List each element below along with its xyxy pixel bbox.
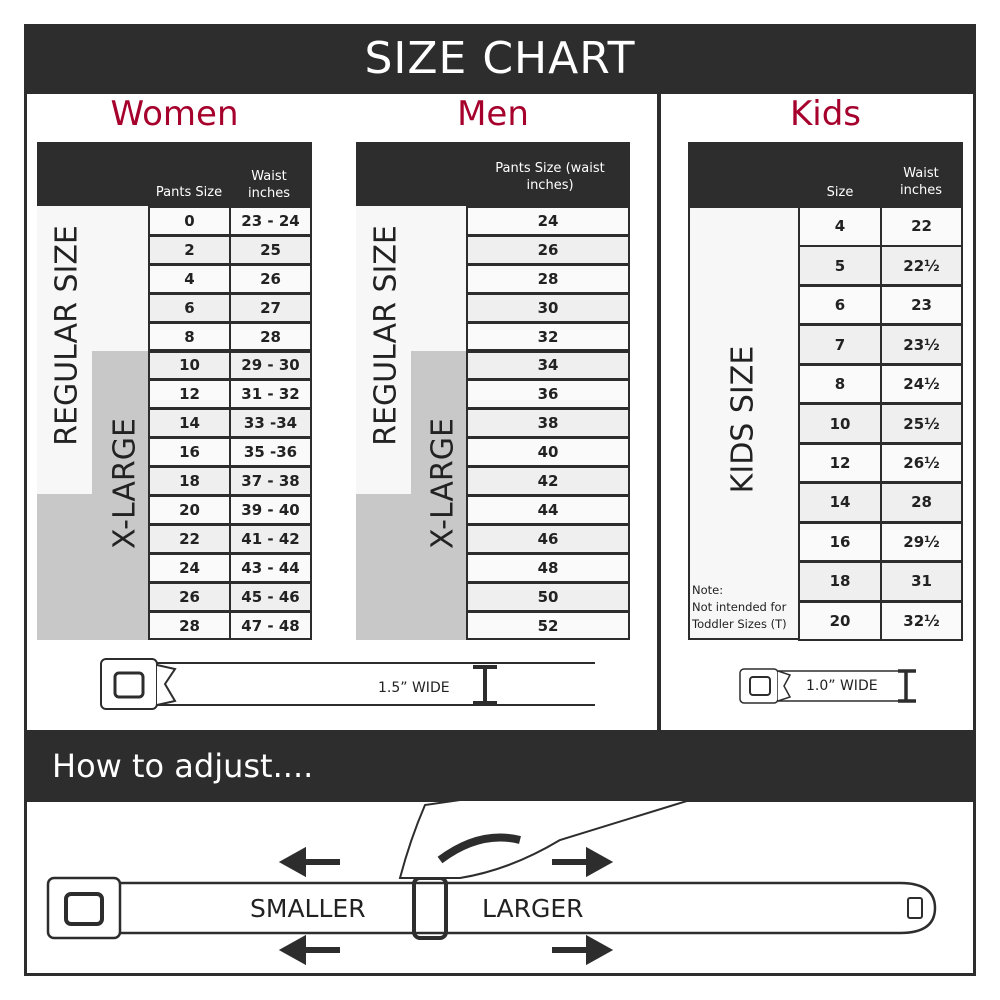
kids-size-cell: 6	[798, 284, 882, 326]
kids-size-cell: 18	[798, 561, 882, 602]
women-col-size: Pants Size	[155, 185, 223, 200]
kids-size-cell: 12	[798, 442, 882, 484]
kids-waist-cell: 22	[880, 206, 963, 247]
kids-size-cell: 8	[798, 363, 882, 405]
kids-size-cell: 7	[798, 324, 882, 365]
men-size-cell: 30	[466, 292, 630, 323]
women-waist-cell: 41 - 42	[229, 523, 312, 554]
women-size-cell: 14	[148, 408, 231, 439]
men-size-cell: 44	[466, 495, 630, 525]
kids-note: Note: Not intended for Toddler Sizes (T)	[692, 582, 787, 633]
divider	[657, 92, 661, 732]
women-regular-label: REGULAR SIZE	[49, 225, 85, 446]
men-title: Men	[457, 94, 529, 134]
kids-waist-cell: 23	[880, 284, 963, 326]
women-waist-cell: 26	[229, 263, 312, 294]
kids-waist-cell: 22½	[880, 245, 963, 286]
kids-belt-width: 1.0” WIDE	[806, 678, 878, 694]
men-size-cell: 28	[466, 263, 630, 294]
belt-illustration-wide	[100, 658, 595, 710]
men-size-cell: 38	[466, 408, 630, 439]
women-waist-cell: 27	[229, 292, 312, 323]
kids-waist-cell: 29½	[880, 521, 963, 563]
women-size-category-shape	[37, 206, 148, 640]
women-size-cell: 6	[148, 292, 231, 323]
smaller-label: SMALLER	[250, 894, 366, 923]
women-size-cell: 24	[148, 552, 231, 583]
women-waist-cell: 47 - 48	[229, 610, 312, 641]
kids-size-label: KIDS SIZE	[725, 345, 761, 494]
men-size-cell: 46	[466, 523, 630, 554]
kids-size-cell: 20	[798, 600, 882, 641]
kids-waist-cell: 31	[880, 561, 963, 602]
belt-illustration-narrow	[739, 668, 916, 704]
women-size-cell: 8	[148, 321, 231, 352]
men-size-cell: 48	[466, 552, 630, 583]
women-belt-width: 1.5” WIDE	[378, 680, 450, 696]
women-size-cell: 28	[148, 610, 231, 641]
women-waist-cell: 35 -36	[229, 437, 312, 468]
kids-title: Kids	[789, 94, 862, 134]
adjust-illustration	[46, 800, 937, 966]
women-size-cell: 22	[148, 523, 231, 554]
women-xlarge-label: X-LARGE	[107, 418, 143, 549]
women-size-cell: 26	[148, 581, 231, 612]
men-col-size: Pants Size (waist inches)	[495, 161, 605, 193]
kids-size-cell: 16	[798, 521, 882, 563]
men-size-cell: 32	[466, 321, 630, 352]
men-size-cell: 24	[466, 206, 630, 236]
women-waist-cell: 23 - 24	[229, 206, 312, 236]
women-waist-cell: 39 - 40	[229, 495, 312, 525]
kids-waist-cell: 28	[880, 482, 963, 523]
women-size-cell: 18	[148, 466, 231, 496]
women-size-cell: 10	[148, 350, 231, 381]
women-title: Women	[110, 94, 239, 134]
note-title: Note:	[692, 583, 724, 597]
kids-waist-cell: 26½	[880, 442, 963, 484]
women-size-cell: 16	[148, 437, 231, 468]
women-size-cell: 0	[148, 206, 231, 236]
men-size-cell: 52	[466, 610, 630, 641]
women-col-waist: Waist inches	[247, 169, 290, 201]
kids-label-cell	[690, 208, 798, 638]
women-waist-cell: 33 -34	[229, 408, 312, 439]
women-waist-cell: 31 - 32	[229, 379, 312, 410]
kids-waist-cell: 32½	[880, 600, 963, 641]
men-xlarge-label: X-LARGE	[425, 418, 461, 549]
men-regular-label: REGULAR SIZE	[368, 225, 404, 446]
men-size-cell: 36	[466, 379, 630, 410]
kids-size-cell: 5	[798, 245, 882, 286]
adjust-heading: How to adjust....	[24, 730, 976, 802]
men-size-cell: 26	[466, 234, 630, 265]
page-title: SIZE CHART	[24, 24, 976, 94]
kids-waist-cell: 24½	[880, 363, 963, 405]
note-line: Not intended for	[692, 600, 787, 614]
kids-col-waist: Waist inches	[899, 166, 942, 198]
women-waist-cell: 45 - 46	[229, 581, 312, 612]
women-size-cell: 4	[148, 263, 231, 294]
women-size-cell: 12	[148, 379, 231, 410]
men-size-cell: 42	[466, 466, 630, 496]
men-size-cell: 50	[466, 581, 630, 612]
men-size-cell: 34	[466, 350, 630, 381]
women-size-cell: 2	[148, 234, 231, 265]
women-waist-cell: 25	[229, 234, 312, 265]
women-waist-cell: 43 - 44	[229, 552, 312, 583]
women-waist-cell: 37 - 38	[229, 466, 312, 496]
kids-size-cell: 10	[798, 403, 882, 444]
larger-label: LARGER	[482, 894, 584, 923]
women-waist-cell: 28	[229, 321, 312, 352]
kids-col-size: Size	[826, 185, 854, 200]
kids-size-cell: 4	[798, 206, 882, 247]
women-size-cell: 20	[148, 495, 231, 525]
kids-waist-cell: 25½	[880, 403, 963, 444]
women-waist-cell: 29 - 30	[229, 350, 312, 381]
note-line: Toddler Sizes (T)	[692, 617, 787, 631]
kids-size-cell: 14	[798, 482, 882, 523]
men-size-cell: 40	[466, 437, 630, 468]
men-size-category-shape	[356, 206, 466, 640]
kids-waist-cell: 23½	[880, 324, 963, 365]
